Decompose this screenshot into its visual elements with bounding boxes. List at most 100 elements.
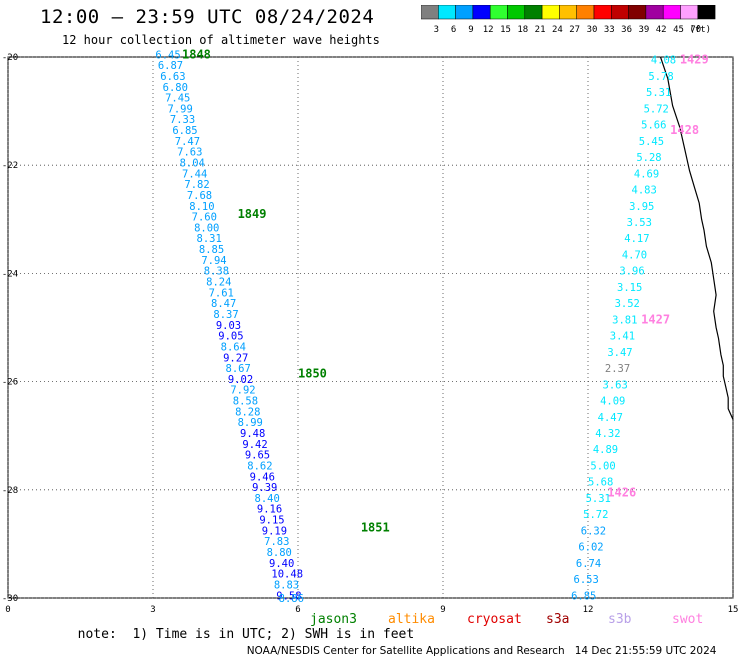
colorbar-label: 33	[604, 25, 615, 35]
wave-height-label: 4.70	[622, 249, 647, 261]
colorbar-unit: (ft)	[689, 25, 711, 35]
colorbar-label: 12	[483, 25, 494, 35]
wave-height-label: 6.02	[578, 542, 603, 554]
wave-height-label: 5.78	[648, 71, 673, 83]
wave-height-label: 8.47	[211, 298, 236, 310]
pass-number-label: 1427	[641, 312, 670, 326]
wave-height-label: 8.10	[189, 201, 214, 213]
chart-subtitle: 12 hour collection of altimeter wave hei…	[62, 33, 380, 47]
wave-height-label: 9.16	[257, 504, 282, 516]
wave-height-label: 7.99	[168, 103, 193, 115]
colorbar-label: 3	[434, 25, 439, 35]
footer-timestamp: 14 Dec 21:55:59 UTC 2024	[574, 645, 717, 657]
wave-height-label: 7.92	[230, 385, 255, 397]
colorbar-swatch	[697, 5, 716, 20]
axis-layer: 0 3 6 9 12 15 -20 -22 -24 -26 -28 -30	[2, 53, 739, 615]
wave-height-label: 9.42	[242, 439, 267, 451]
y-tick-label: -26	[2, 378, 18, 388]
wave-height-label: 9.39	[252, 482, 277, 494]
y-tick-label: -28	[2, 486, 18, 496]
wave-height-label: 7.44	[182, 168, 207, 180]
wave-height-label: 7.83	[264, 536, 289, 548]
colorbar-label: 9	[468, 25, 473, 35]
wave-height-label: 6.32	[581, 525, 606, 537]
wave-height-label: 3.41	[610, 331, 635, 343]
wave-height-label: 8.31	[197, 233, 222, 245]
wave-height-label: 9.27	[223, 352, 248, 364]
wave-height-label: 4.83	[632, 185, 657, 197]
pass-number-label: 1428	[670, 123, 699, 137]
wave-height-label: 9.19	[262, 525, 287, 537]
x-tick-label: 0	[5, 605, 10, 615]
wave-height-label: 7.60	[192, 212, 217, 224]
wave-height-label: 8.86	[279, 593, 304, 605]
coastline	[659, 56, 734, 420]
colorbar-label: 45	[673, 25, 684, 35]
pass-number-label: 1851	[361, 521, 390, 535]
wave-height-label: 8.37	[213, 309, 238, 321]
grid-layer	[7, 56, 734, 599]
colorbar-label: 6	[451, 25, 456, 35]
wave-height-label: 8.28	[235, 406, 260, 418]
wave-height-label: 3.63	[603, 379, 628, 391]
colorbar-label: 42	[656, 25, 667, 35]
wave-height-label: 5.31	[586, 493, 611, 505]
footer: NOAA/NESDIS Center for Satellite Applica…	[240, 633, 717, 657]
colorbar-label: 24	[552, 25, 563, 35]
wave-height-label: 8.00	[194, 222, 219, 234]
wave-height-label: 7.45	[165, 93, 190, 105]
pass-number-label: 1850	[298, 366, 327, 380]
wave-height-label: 7.94	[201, 255, 226, 267]
wave-height-label: 5.28	[636, 152, 661, 164]
pass-number-label: 1848	[182, 47, 211, 61]
wave-height-label: 9.58	[276, 590, 301, 602]
plot-frame	[7, 56, 734, 599]
pass-number-label: 1429	[680, 53, 709, 67]
legend-item-jason3: jason3	[310, 612, 357, 627]
wave-height-label: 3.81	[612, 314, 637, 326]
wave-height-label: 6.85	[172, 125, 197, 137]
wave-height-label: 7.63	[177, 147, 202, 159]
wave-height-label: 7.68	[187, 190, 212, 202]
wave-height-label: 4.47	[598, 412, 623, 424]
x-tick-label: 9	[440, 605, 445, 615]
wave-height-label: 5.68	[588, 477, 613, 489]
wave-height-label: 3.96	[619, 266, 644, 278]
wave-height-label: 8.64	[221, 341, 246, 353]
wave-height-label: 6.63	[160, 71, 185, 83]
wave-height-label: 4.69	[634, 168, 659, 180]
wave-height-label: 2.37	[605, 363, 630, 375]
wave-height-label: 9.48	[240, 428, 265, 440]
wave-height-label: 5.31	[646, 87, 671, 99]
y-tick-label: -20	[2, 53, 18, 63]
colorbar-label: 21	[535, 25, 546, 35]
wave-height-label: 8.38	[204, 266, 229, 278]
x-tick-label: 6	[295, 605, 300, 615]
y-tick-label: -30	[2, 594, 18, 604]
legend-item-swot: swot	[672, 612, 704, 627]
legend-item-s3b: s3b	[608, 612, 632, 627]
pass-number-label: 1426	[607, 486, 636, 500]
colorbar-label: 27	[569, 25, 580, 35]
wave-height-label: 8.67	[226, 363, 251, 375]
pass-labels-layer: 1848 1849 1850 1851 1429 1428 1427 1426	[182, 47, 709, 534]
pass-number-label: 1849	[238, 207, 267, 221]
wave-height-label: 6.53	[574, 574, 599, 586]
x-tick-label: 15	[728, 605, 739, 615]
colorbar-label: 18	[517, 25, 528, 35]
chart-title: 12:00 – 23:59 UTC 08/24/2024	[40, 6, 375, 28]
wave-height-label: 5.72	[644, 103, 669, 115]
wave-height-label: 7.47	[175, 136, 200, 148]
colorbar-label: 70	[690, 25, 701, 35]
wave-height-label: 9.03	[216, 320, 241, 332]
wave-height-label: 6.45	[155, 49, 180, 61]
wave-height-label: 6.85	[571, 590, 596, 602]
wave-height-label: 9.40	[269, 558, 294, 570]
colorbar-label: 39	[638, 25, 649, 35]
wave-height-label: 4.09	[600, 396, 625, 408]
wave-height-label: 4.08	[651, 55, 676, 67]
wave-height-label: 8.80	[267, 547, 292, 559]
colorbar-label: 36	[621, 25, 632, 35]
wave-height-label: 9.15	[259, 515, 284, 527]
